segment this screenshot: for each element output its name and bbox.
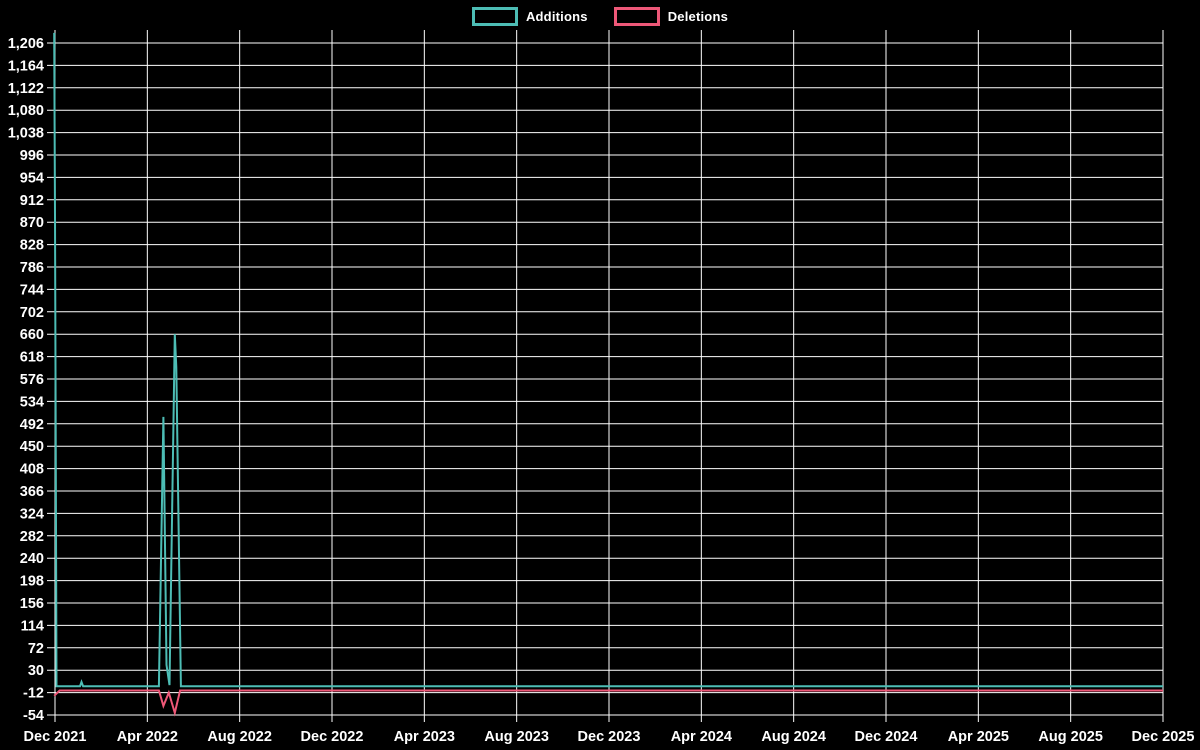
x-tick-label: Aug 2023	[484, 729, 548, 745]
x-tick-label: Apr 2024	[671, 729, 732, 745]
y-tick-label: 576	[20, 372, 44, 388]
y-tick-label: 198	[20, 574, 44, 590]
y-tick-label: 870	[20, 215, 44, 231]
y-tick-label: -54	[23, 708, 44, 724]
deletions-legend-label: Deletions	[667, 9, 729, 24]
y-tick-label: 282	[20, 529, 44, 545]
y-tick-label: 534	[20, 394, 44, 410]
y-tick-label: 912	[20, 193, 44, 209]
y-tick-label: 1,080	[8, 103, 44, 119]
y-tick-label: 492	[20, 417, 44, 433]
additions-legend-label: Additions	[525, 9, 588, 24]
y-tick-label: 156	[20, 596, 44, 612]
deletions-swatch	[613, 7, 660, 26]
y-tick-label: 114	[21, 618, 44, 634]
additions-swatch	[471, 7, 518, 26]
y-tick-label: 660	[20, 327, 44, 343]
y-tick-label: 786	[20, 260, 44, 276]
y-tick-label: 702	[20, 305, 44, 321]
x-tick-label: Dec 2022	[301, 729, 364, 745]
y-tick-label: 618	[20, 350, 44, 366]
x-tick-label: Dec 2021	[24, 729, 87, 745]
legend-item-deletions[interactable]: Deletions	[613, 7, 729, 26]
y-tick-label: 1,206	[8, 36, 44, 52]
y-tick-label: 408	[20, 462, 44, 478]
x-tick-label: Apr 2025	[948, 729, 1009, 745]
y-tick-label: 450	[20, 439, 44, 455]
y-tick-label: -12	[23, 686, 44, 702]
y-tick-label: 996	[20, 148, 44, 164]
additions-line	[53, 32, 1163, 688]
x-tick-label: Apr 2023	[394, 729, 455, 745]
x-tick-label: Dec 2024	[855, 729, 918, 745]
y-tick-label: 954	[20, 170, 44, 186]
y-tick-label: 30	[28, 663, 44, 679]
x-tick-label: Aug 2024	[761, 729, 825, 745]
x-tick-label: Aug 2022	[207, 729, 271, 745]
chart-legend: Additions Deletions	[0, 7, 1200, 26]
x-tick-label: Dec 2025	[1132, 729, 1195, 745]
y-tick-label: 324	[20, 506, 44, 522]
y-tick-label: 828	[20, 238, 44, 254]
x-tick-label: Aug 2025	[1038, 729, 1102, 745]
x-tick-label: Dec 2023	[578, 729, 641, 745]
legend-item-additions[interactable]: Additions	[471, 7, 588, 26]
y-tick-label: 72	[28, 641, 44, 657]
y-tick-label: 240	[20, 551, 44, 567]
deletions-line	[53, 689, 1163, 717]
y-tick-label: 1,122	[8, 81, 44, 97]
x-tick-label: Apr 2022	[117, 729, 178, 745]
y-tick-label: 1,164	[8, 58, 44, 74]
y-tick-label: 366	[20, 484, 44, 500]
y-tick-label: 744	[20, 282, 44, 298]
y-tick-label: 1,038	[8, 126, 44, 142]
